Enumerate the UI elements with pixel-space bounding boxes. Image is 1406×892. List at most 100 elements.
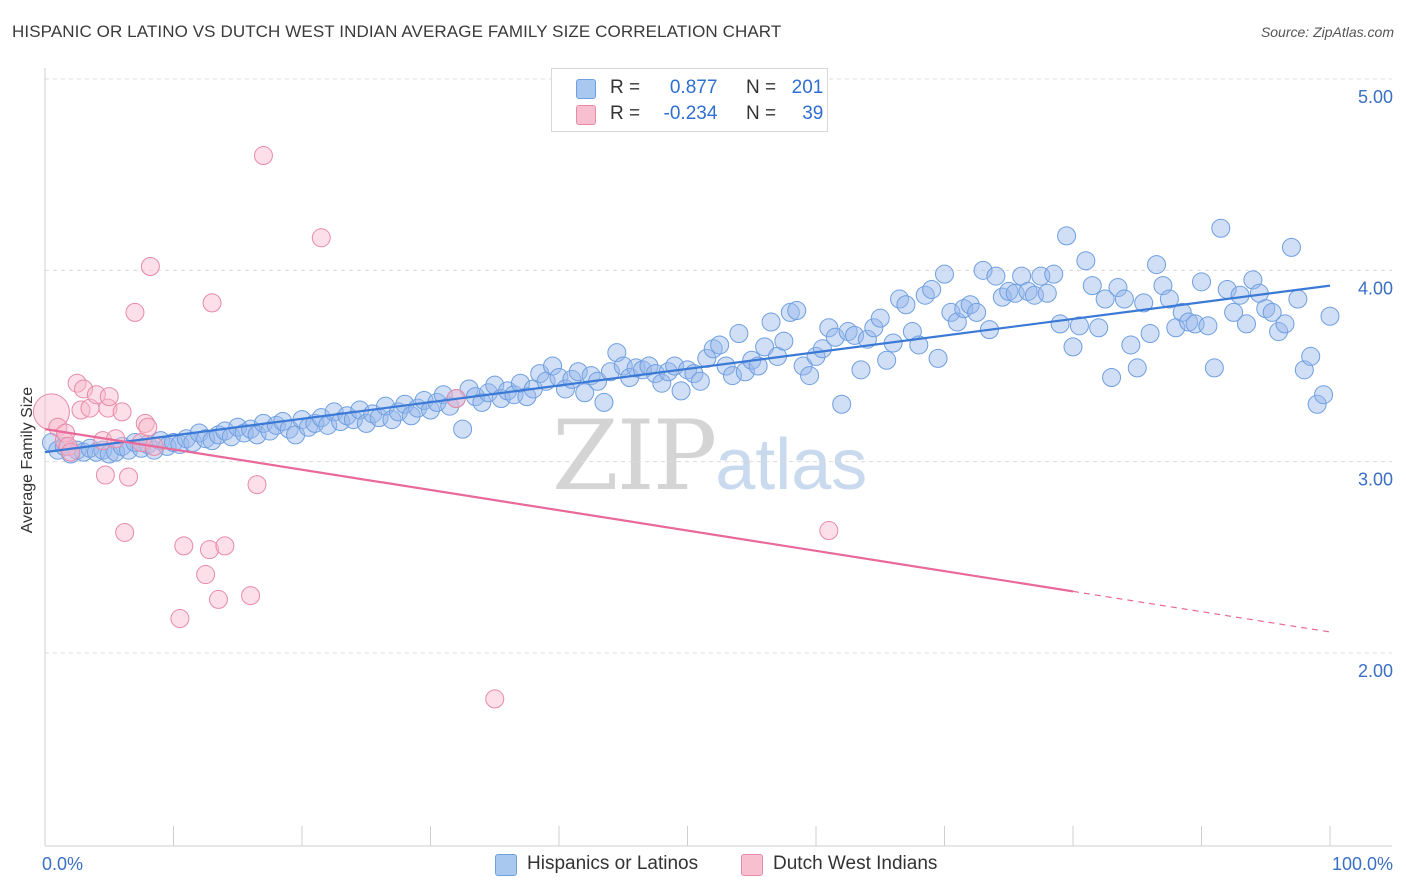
- hispanic-point: [1050, 314, 1070, 334]
- hispanic-point: [440, 396, 460, 416]
- hispanic-point: [1063, 337, 1083, 357]
- y-tick-label: 3.00: [1358, 470, 1393, 490]
- hispanic-point: [1102, 367, 1122, 387]
- hispanic-point: [1095, 289, 1115, 309]
- hispanic-point: [1230, 285, 1250, 305]
- chart-source: Source: ZipAtlas.com: [1260, 24, 1394, 40]
- hispanic-point: [1269, 322, 1289, 342]
- hispanic-point: [774, 331, 794, 351]
- hispanic-point: [600, 362, 620, 382]
- hispanic-point: [1204, 358, 1224, 378]
- hispanic-point: [356, 413, 376, 433]
- dutch-trend-line-extrapolated: [1072, 590, 1331, 633]
- hispanic-point: [896, 295, 916, 315]
- hispanic-point: [1140, 323, 1160, 343]
- hispanic-point: [986, 266, 1006, 286]
- hispanic-point: [1314, 385, 1334, 405]
- hispanic-point: [960, 295, 980, 315]
- hispanic-point: [1307, 394, 1327, 414]
- hispanic-point: [800, 366, 820, 386]
- dutch-point: [125, 302, 145, 322]
- hispanic-point: [812, 339, 832, 359]
- hispanic-point: [639, 356, 659, 376]
- watermark-atlas: atlas: [715, 425, 868, 505]
- dutch-point: [170, 609, 190, 629]
- hispanic-point: [1037, 283, 1057, 303]
- hispanic-point: [472, 392, 492, 412]
- legend-n-value: 39: [802, 103, 824, 124]
- hispanic-point: [935, 264, 954, 284]
- hispanic-point: [1076, 251, 1096, 271]
- hispanic-point: [690, 371, 710, 391]
- dutch-point: [61, 442, 81, 462]
- dutch-trend-line: [44, 428, 1074, 593]
- dutch-point: [174, 536, 194, 556]
- hispanic-point: [922, 279, 942, 299]
- legend-n-label: N =: [745, 103, 777, 124]
- hispanic-point: [748, 356, 768, 376]
- dutch-point: [241, 586, 261, 606]
- dutch-point: [253, 146, 273, 166]
- y-tick-label: 5.00: [1358, 87, 1393, 107]
- hispanic-point: [780, 302, 800, 322]
- dutch-point: [138, 417, 158, 437]
- hispanic-point: [1089, 318, 1109, 338]
- hispanic-point: [652, 373, 672, 393]
- dutch-point: [196, 565, 216, 585]
- legend-r-value: 0.877: [669, 77, 718, 98]
- hispanic-point: [1211, 218, 1231, 238]
- hispanic-point: [1121, 335, 1141, 355]
- hispanic-point: [1288, 289, 1308, 309]
- legend-r-value: -0.234: [663, 103, 718, 124]
- hispanic-point: [832, 394, 852, 414]
- hispanic-point: [999, 281, 1019, 301]
- dutch-point: [199, 540, 219, 560]
- hispanic-point: [710, 335, 730, 355]
- hispanic-point: [761, 312, 781, 332]
- dutch-point: [311, 228, 331, 248]
- hispanic-point: [864, 318, 884, 338]
- hispanic-point: [1198, 316, 1218, 336]
- hispanic-point: [1069, 316, 1089, 336]
- dutch-point: [485, 689, 505, 709]
- bottom-legend-swatch-hispanic: [495, 854, 517, 876]
- hispanic-point: [729, 323, 749, 343]
- y-tick-label: 4.00: [1358, 278, 1393, 298]
- hispanic-point: [1224, 302, 1244, 322]
- hispanic-point: [1127, 358, 1147, 378]
- dutch-point: [208, 589, 228, 609]
- watermark-zip: ZIP: [552, 400, 717, 512]
- hispanic-point: [421, 400, 440, 420]
- dutch-point: [202, 293, 222, 313]
- hispanic-point: [1134, 293, 1154, 313]
- dutch-point: [215, 536, 235, 556]
- hispanic-point: [1172, 302, 1192, 322]
- hispanic-point: [568, 362, 588, 382]
- hispanic-point: [941, 302, 961, 322]
- bottom-legend-label-hispanic: Hispanics or Latinos: [527, 853, 699, 874]
- hispanic-point: [819, 318, 839, 338]
- hispanic-point: [543, 356, 563, 376]
- hispanic-point: [594, 392, 614, 412]
- hispanic-point: [1114, 289, 1134, 309]
- legend-swatch-dutch: [576, 105, 596, 125]
- hispanic-point: [1147, 255, 1167, 275]
- hispanic-point: [1159, 289, 1179, 309]
- dutch-point: [140, 257, 160, 277]
- hispanic-point: [1192, 272, 1211, 292]
- hispanic-point: [575, 383, 595, 403]
- dutch-point: [119, 467, 139, 487]
- hispanic-point: [793, 356, 813, 376]
- correlation-legend: R = 0.877 N = 201 R = -0.234 N = 39: [551, 68, 828, 132]
- hispanic-point: [870, 308, 890, 328]
- chart-title: HISPANIC OR LATINO VS DUTCH WEST INDIAN …: [12, 22, 782, 41]
- hispanic-point: [755, 337, 775, 357]
- hispanic-point: [1275, 314, 1295, 334]
- hispanic-point: [196, 429, 216, 449]
- hispanic-point: [671, 381, 691, 401]
- hispanic-point: [735, 362, 755, 382]
- y-tick-label: 2.00: [1358, 661, 1393, 681]
- hispanic-point: [1179, 312, 1199, 332]
- hispanic-point: [845, 325, 865, 345]
- legend-r-label: R =: [610, 77, 641, 98]
